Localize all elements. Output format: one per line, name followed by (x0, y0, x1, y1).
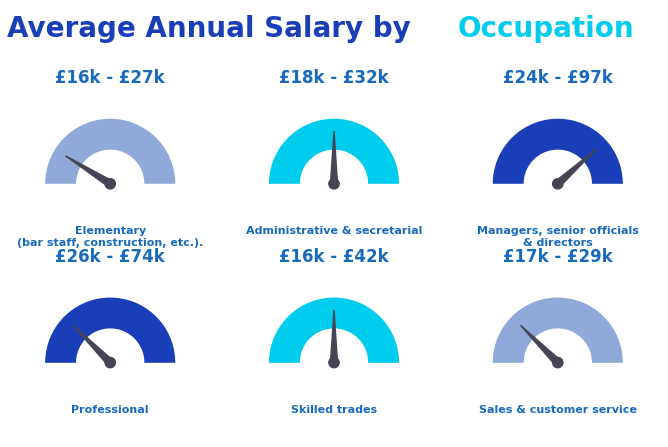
Polygon shape (555, 148, 597, 186)
Polygon shape (301, 150, 367, 184)
Polygon shape (270, 184, 398, 210)
Polygon shape (270, 119, 398, 184)
Circle shape (105, 358, 116, 368)
Circle shape (105, 179, 116, 189)
Polygon shape (270, 363, 398, 388)
Text: Managers, senior officials
& directors: Managers, senior officials & directors (477, 226, 639, 248)
Polygon shape (494, 184, 622, 210)
Text: £16k - £27k: £16k - £27k (55, 69, 165, 87)
Text: Skilled trades: Skilled trades (291, 405, 377, 414)
Text: £26k - £74k: £26k - £74k (55, 248, 165, 266)
Circle shape (329, 358, 339, 368)
Polygon shape (46, 298, 174, 363)
Polygon shape (46, 363, 174, 388)
Polygon shape (46, 184, 174, 210)
Text: £18k - £32k: £18k - £32k (279, 69, 389, 87)
Polygon shape (77, 150, 144, 184)
Circle shape (329, 179, 339, 189)
Text: £24k - £97k: £24k - £97k (503, 69, 613, 87)
Text: Occupation: Occupation (458, 15, 634, 43)
Text: Average Annual Salary by: Average Annual Salary by (7, 15, 420, 43)
Polygon shape (494, 298, 622, 363)
Polygon shape (73, 325, 113, 365)
Polygon shape (524, 329, 591, 363)
Polygon shape (524, 150, 591, 184)
Text: Sales & customer service: Sales & customer service (479, 405, 637, 414)
Polygon shape (331, 310, 337, 363)
Circle shape (552, 358, 563, 368)
Polygon shape (65, 156, 112, 187)
Polygon shape (77, 329, 144, 363)
Polygon shape (46, 119, 174, 184)
Text: £16k - £42k: £16k - £42k (279, 248, 389, 266)
Polygon shape (494, 363, 622, 388)
Polygon shape (270, 298, 398, 363)
Circle shape (552, 179, 563, 189)
Polygon shape (301, 329, 367, 363)
Polygon shape (331, 131, 337, 184)
Text: Professional: Professional (71, 405, 149, 414)
Text: £17k - £29k: £17k - £29k (503, 248, 613, 266)
Polygon shape (520, 325, 560, 365)
Text: Administrative & secretarial: Administrative & secretarial (246, 226, 422, 236)
Polygon shape (494, 119, 622, 184)
Text: Elementary
(bar staff, construction, etc.).: Elementary (bar staff, construction, etc… (17, 226, 204, 248)
